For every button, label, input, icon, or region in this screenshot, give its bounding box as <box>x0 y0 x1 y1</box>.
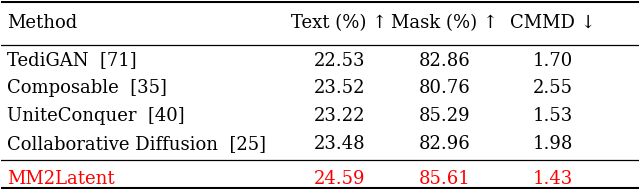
Text: 82.96: 82.96 <box>419 135 470 153</box>
Text: Composable  [35]: Composable [35] <box>7 79 167 97</box>
Text: 1.98: 1.98 <box>533 135 573 153</box>
Text: Method: Method <box>7 14 77 32</box>
Text: 85.61: 85.61 <box>419 170 470 188</box>
Text: 23.22: 23.22 <box>314 107 365 125</box>
Text: 1.53: 1.53 <box>533 107 573 125</box>
Text: CMMD ↓: CMMD ↓ <box>510 14 596 32</box>
Text: 23.52: 23.52 <box>314 79 365 97</box>
Text: 1.43: 1.43 <box>533 170 573 188</box>
Text: 82.86: 82.86 <box>419 52 470 69</box>
Text: 23.48: 23.48 <box>314 135 365 153</box>
Text: Text (%) ↑: Text (%) ↑ <box>291 14 387 32</box>
Text: TediGAN  [71]: TediGAN [71] <box>7 52 137 69</box>
Text: 22.53: 22.53 <box>314 52 365 69</box>
Text: 85.29: 85.29 <box>419 107 470 125</box>
Text: MM2Latent: MM2Latent <box>7 170 115 188</box>
Text: 80.76: 80.76 <box>419 79 470 97</box>
Text: Mask (%) ↑: Mask (%) ↑ <box>391 14 498 32</box>
Text: UniteConquer  [40]: UniteConquer [40] <box>7 107 185 125</box>
Text: 2.55: 2.55 <box>533 79 573 97</box>
Text: 24.59: 24.59 <box>314 170 365 188</box>
Text: 1.70: 1.70 <box>533 52 573 69</box>
Text: Collaborative Diffusion  [25]: Collaborative Diffusion [25] <box>7 135 266 153</box>
